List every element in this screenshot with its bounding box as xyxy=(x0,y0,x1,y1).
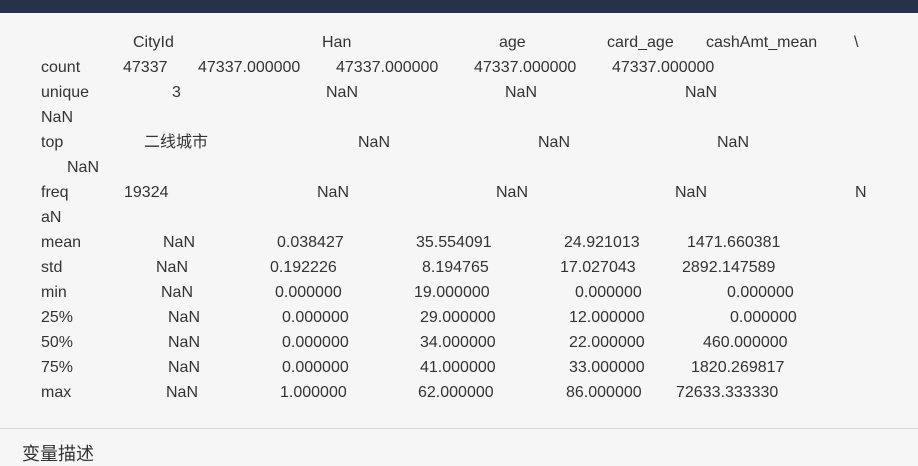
row-label: top xyxy=(41,134,64,151)
table-cell: 19.000000 xyxy=(414,284,490,301)
row-label: max xyxy=(41,384,72,401)
table-cell: 47337.000000 xyxy=(612,59,715,76)
row-label: count xyxy=(41,59,81,76)
table-cell: NaN xyxy=(156,259,189,276)
header-cashamt-mean: cashAmt_mean xyxy=(706,34,818,51)
table-cell: 0.000000 xyxy=(730,309,797,326)
table-cell: 2892.147589 xyxy=(682,259,776,276)
table-cell: 29.000000 xyxy=(420,309,496,326)
row-label: mean xyxy=(41,234,82,251)
table-cell: 0.000000 xyxy=(282,359,349,376)
table-cell: 0.038427 xyxy=(277,234,344,251)
table-cell: 0.000000 xyxy=(727,284,794,301)
table-cell-wrapped: NaN xyxy=(67,159,100,176)
cell-divider xyxy=(0,428,918,429)
table-cell-wrapped: NaN xyxy=(41,109,74,126)
table-cell: 41.000000 xyxy=(420,359,496,376)
table-cell: NaN xyxy=(685,84,718,101)
table-cell: 1.000000 xyxy=(280,384,347,401)
header-cityid: CityId xyxy=(133,34,174,51)
row-label: std xyxy=(41,259,63,276)
table-cell: 47337.000000 xyxy=(474,59,577,76)
table-cell: 12.000000 xyxy=(569,309,645,326)
table-cell: 0.000000 xyxy=(575,284,642,301)
table-cell: 0.000000 xyxy=(275,284,342,301)
table-cell: NaN xyxy=(161,284,194,301)
table-cell: NaN xyxy=(358,134,391,151)
row-label: freq xyxy=(41,184,69,201)
row-label: min xyxy=(41,284,67,301)
table-cell: 47337.000000 xyxy=(198,59,301,76)
section-heading: 变量描述 xyxy=(22,444,94,464)
table-cell: N xyxy=(855,184,867,201)
table-cell: NaN xyxy=(317,184,350,201)
table-cell-wrapped: aN xyxy=(41,209,62,226)
row-label: unique xyxy=(41,84,90,101)
table-cell: 460.000000 xyxy=(703,334,788,351)
table-cell: 0.000000 xyxy=(282,309,349,326)
table-cell: NaN xyxy=(168,334,201,351)
header-age: age xyxy=(499,34,526,51)
table-cell: 0.192226 xyxy=(270,259,337,276)
table-cell: 35.554091 xyxy=(416,234,492,251)
table-cell: NaN xyxy=(538,134,571,151)
row-label: 50% xyxy=(41,334,74,351)
table-cell: NaN xyxy=(675,184,708,201)
table-cell: 3 xyxy=(172,84,181,101)
table-cell: NaN xyxy=(496,184,529,201)
describe-output: CityId Han age card_age cashAmt_mean \ c… xyxy=(0,13,918,428)
table-cell: NaN xyxy=(168,309,201,326)
table-cell: 47337.000000 xyxy=(336,59,439,76)
table-cell: 33.000000 xyxy=(569,359,645,376)
table-cell: 62.000000 xyxy=(418,384,494,401)
table-cell: 1471.660381 xyxy=(687,234,781,251)
table-cell: NaN xyxy=(163,234,196,251)
table-cell: 1820.269817 xyxy=(691,359,785,376)
table-cell: 19324 xyxy=(124,184,169,201)
row-label: 25% xyxy=(41,309,74,326)
table-cell: NaN xyxy=(326,84,359,101)
table-cell: 8.194765 xyxy=(422,259,489,276)
table-cell: NaN xyxy=(505,84,538,101)
table-cell: 47337 xyxy=(123,59,168,76)
table-cell: 17.027043 xyxy=(560,259,636,276)
table-cell: 86.000000 xyxy=(566,384,642,401)
row-label: 75% xyxy=(41,359,74,376)
table-cell: 72633.333330 xyxy=(676,384,779,401)
table-cell: 24.921013 xyxy=(564,234,640,251)
header-continuation: \ xyxy=(854,34,859,51)
table-cell: 0.000000 xyxy=(282,334,349,351)
header-han: Han xyxy=(322,34,352,51)
table-cell: 二线城市 xyxy=(144,134,209,151)
table-cell: 22.000000 xyxy=(569,334,645,351)
header-card-age: card_age xyxy=(607,34,674,51)
table-cell: NaN xyxy=(168,359,201,376)
table-cell: NaN xyxy=(166,384,199,401)
table-cell: NaN xyxy=(717,134,750,151)
notebook-top-bar xyxy=(0,0,918,13)
table-cell: 34.000000 xyxy=(420,334,496,351)
